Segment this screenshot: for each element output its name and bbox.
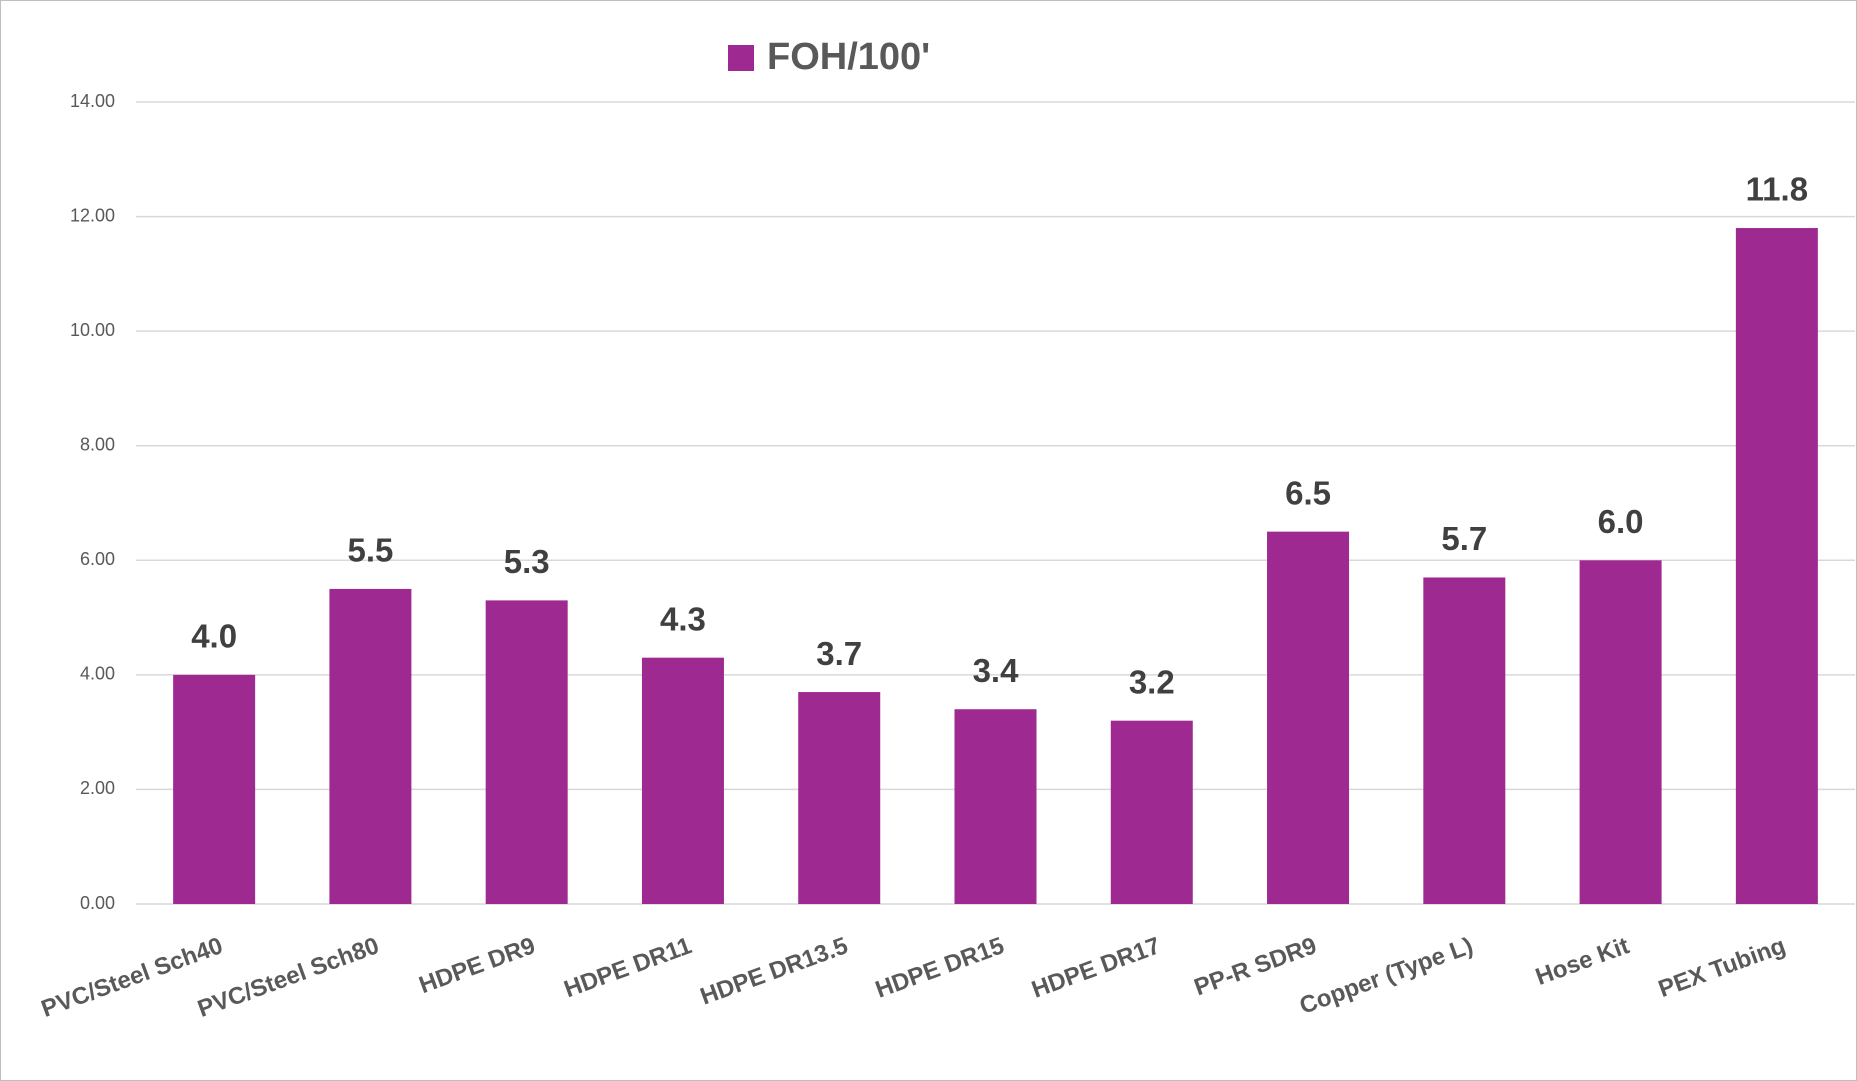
value-label: 5.3 — [504, 543, 550, 580]
value-label: 6.5 — [1285, 474, 1331, 511]
value-label: 4.3 — [660, 600, 706, 637]
y-tick-label: 0.00 — [80, 893, 115, 913]
y-tick-label: 8.00 — [80, 434, 115, 454]
value-label: 3.4 — [973, 652, 1020, 689]
y-tick-label: 12.00 — [70, 205, 115, 225]
bar — [1110, 720, 1193, 904]
y-tick-label: 6.00 — [80, 549, 115, 569]
value-label: 3.2 — [1129, 663, 1175, 700]
y-tick-label: 14.00 — [70, 91, 115, 111]
bar — [485, 600, 568, 904]
value-label: 5.5 — [347, 532, 393, 569]
value-label: 4.0 — [191, 618, 237, 655]
bar — [1735, 228, 1818, 904]
bar — [329, 588, 412, 904]
y-tick-label: 2.00 — [80, 778, 115, 798]
value-label: 5.7 — [1441, 520, 1487, 557]
bar — [1579, 560, 1662, 904]
bar — [1267, 531, 1350, 904]
value-label: 3.7 — [816, 635, 862, 672]
value-label: 11.8 — [1746, 171, 1808, 208]
bar — [1423, 577, 1506, 904]
value-label: 6.0 — [1598, 503, 1644, 540]
y-tick-label: 4.00 — [80, 664, 115, 684]
y-tick-label: 10.00 — [70, 320, 115, 340]
bar — [173, 674, 256, 904]
bar — [954, 709, 1037, 904]
bar — [798, 692, 881, 904]
legend-label: FOH/100' — [767, 36, 930, 78]
bar — [641, 657, 724, 904]
legend-swatch — [728, 45, 754, 71]
